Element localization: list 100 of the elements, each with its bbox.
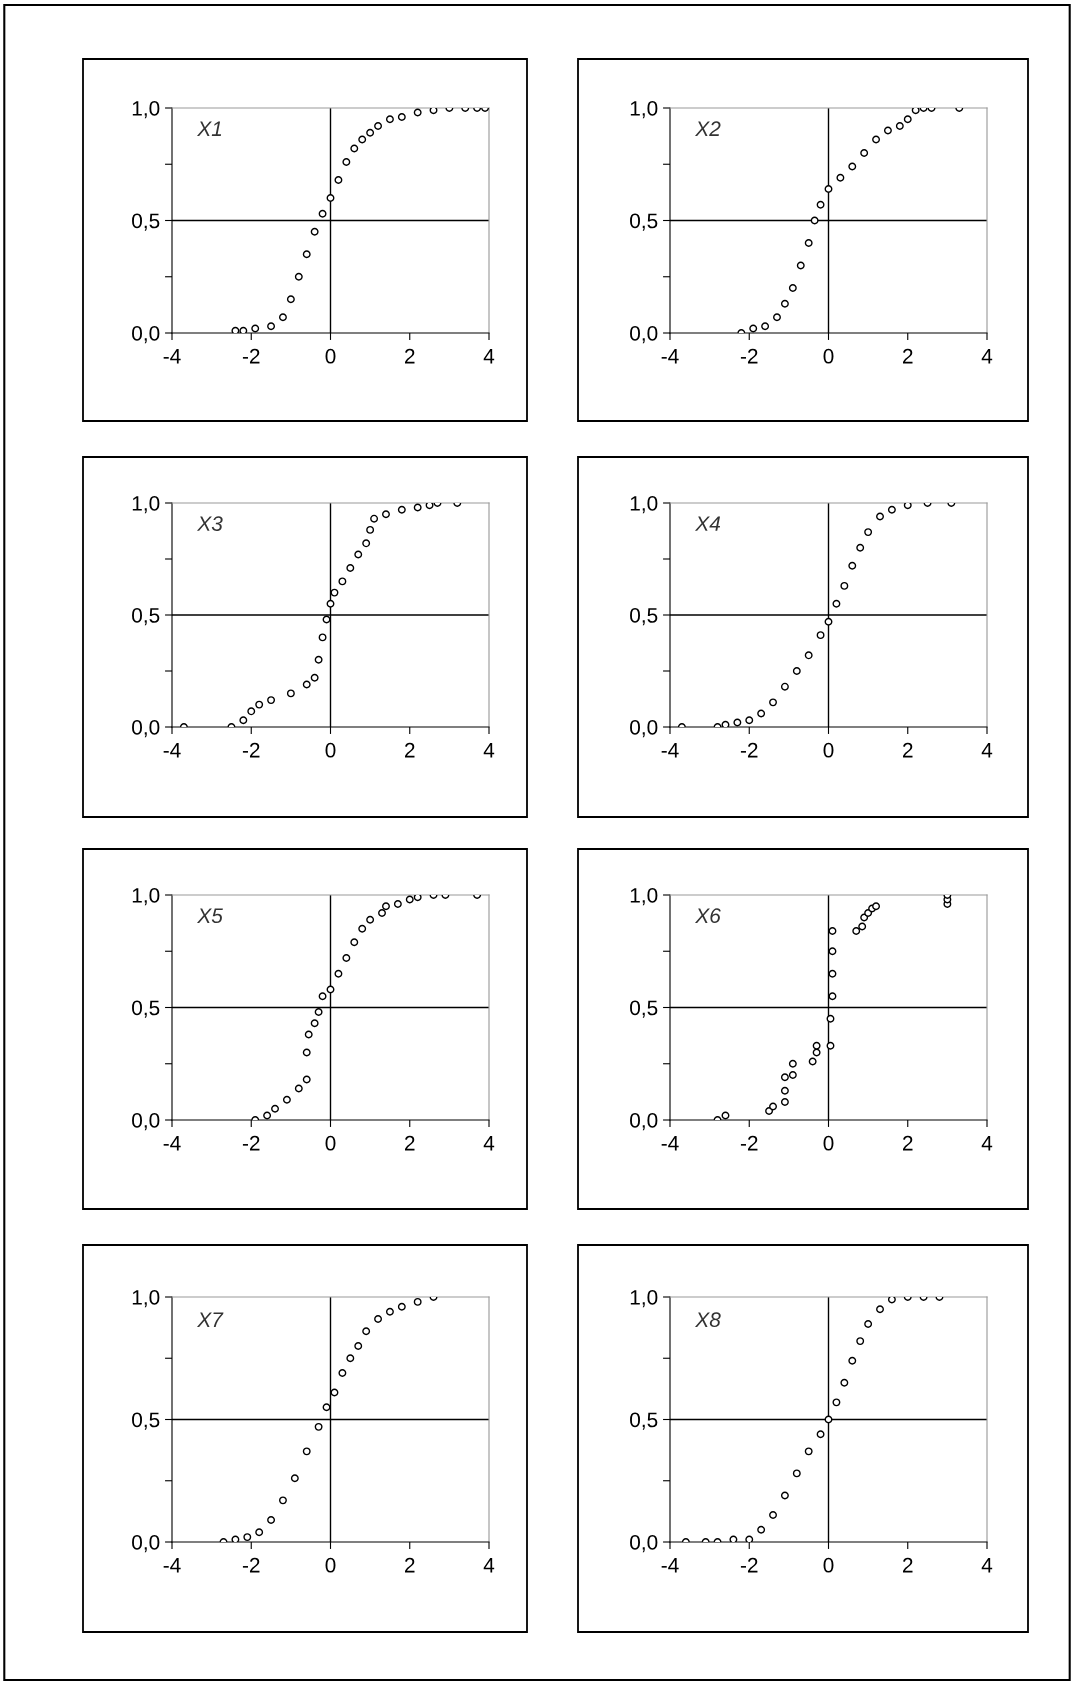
point <box>397 113 406 121</box>
point <box>848 162 857 171</box>
y-tick-label: 1,0 <box>630 888 658 906</box>
point <box>413 503 422 512</box>
point <box>255 700 264 709</box>
x-tick-label: 0 <box>325 348 336 364</box>
point <box>330 588 339 597</box>
y-tick-label: 0,5 <box>630 608 658 626</box>
point <box>334 176 343 184</box>
point <box>366 128 375 137</box>
y-tick-label: 0,5 <box>630 213 658 231</box>
point <box>816 631 825 640</box>
point <box>322 615 331 624</box>
y-tick-label: 0,0 <box>132 1535 160 1553</box>
y-tick-label: 1,0 <box>630 101 658 119</box>
point <box>773 313 781 322</box>
x-tick-label: 4 <box>981 743 993 758</box>
point <box>828 947 837 956</box>
point <box>848 561 857 570</box>
point <box>780 299 789 308</box>
y-tick-label: 1,0 <box>132 101 160 119</box>
point <box>812 1048 821 1057</box>
point <box>350 144 359 153</box>
point <box>239 716 248 725</box>
x-tick-label: -2 <box>740 1557 758 1573</box>
point <box>761 322 770 331</box>
y-tick-label: 0,0 <box>132 326 160 344</box>
point <box>832 599 841 608</box>
x-tick-label: -4 <box>661 1558 679 1573</box>
x-tick-label: -4 <box>163 349 181 364</box>
point <box>745 716 754 725</box>
point <box>314 655 323 664</box>
point <box>872 135 881 144</box>
point <box>413 108 422 117</box>
point <box>271 1104 279 1113</box>
x-tick-label: 4 <box>981 349 993 364</box>
point <box>350 938 359 947</box>
x-tick-label: -4 <box>661 743 679 758</box>
point <box>366 525 375 534</box>
x-tick-label: -2 <box>242 1557 260 1573</box>
point <box>358 924 367 933</box>
point <box>780 1086 789 1095</box>
point <box>290 1474 299 1483</box>
point <box>804 239 813 247</box>
point <box>828 992 837 1001</box>
point <box>749 324 758 333</box>
x-tick-label: 0 <box>325 1135 336 1151</box>
point <box>729 1535 738 1542</box>
point <box>828 927 837 935</box>
point <box>792 1469 801 1478</box>
point <box>318 992 327 1001</box>
point <box>304 1030 313 1039</box>
y-tick-label: 0,5 <box>132 1412 160 1430</box>
point <box>840 581 849 590</box>
point <box>314 1422 323 1431</box>
chart-title: X3 <box>196 516 223 531</box>
y-tick-label: 0,0 <box>630 1535 658 1553</box>
point <box>302 1075 311 1084</box>
point <box>370 514 379 523</box>
point <box>864 909 873 917</box>
x-tick-label: 2 <box>903 1557 913 1573</box>
point <box>405 895 414 904</box>
point <box>788 284 797 292</box>
x-tick-label: -2 <box>242 1135 260 1151</box>
x-tick-label: 4 <box>981 1558 993 1573</box>
point <box>294 272 303 281</box>
x-tick-label: 4 <box>483 1136 495 1151</box>
x-tick-label: 2 <box>903 1135 913 1151</box>
point <box>864 1319 873 1328</box>
point <box>816 1430 825 1439</box>
point <box>310 673 319 682</box>
point <box>848 1356 857 1365</box>
point <box>796 261 805 270</box>
point <box>876 512 884 521</box>
x-tick-label: 0 <box>325 742 336 758</box>
point <box>832 1398 841 1407</box>
y-tick-label: 0,5 <box>132 608 160 626</box>
x-tick-label: 2 <box>405 742 415 758</box>
point <box>346 1354 355 1363</box>
x-tick-label: 4 <box>483 1558 495 1573</box>
point <box>860 149 869 157</box>
y-tick-label: 0,5 <box>132 1000 160 1018</box>
point <box>425 503 434 510</box>
point <box>769 1102 777 1111</box>
point <box>354 550 363 559</box>
point <box>769 1511 777 1520</box>
point <box>413 895 422 902</box>
point <box>780 682 789 691</box>
chart-title: X2 <box>694 121 721 136</box>
point <box>757 709 766 718</box>
point <box>824 1415 833 1424</box>
point <box>342 158 351 166</box>
point <box>840 1378 849 1387</box>
y-tick-label: 0,5 <box>630 1000 658 1018</box>
y-tick-label: 1,0 <box>630 1290 658 1308</box>
x-tick-label: 2 <box>405 1557 415 1573</box>
point <box>385 1307 394 1316</box>
point <box>366 915 375 924</box>
point <box>393 900 402 908</box>
point <box>251 324 260 333</box>
